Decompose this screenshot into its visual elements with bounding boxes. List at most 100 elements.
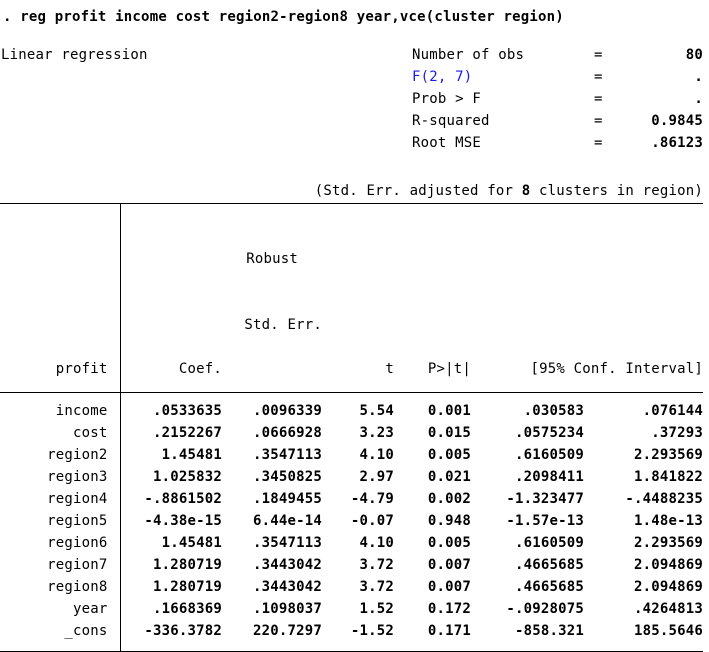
value-cell: .3450825 [252, 469, 322, 485]
ci-header: [95% Conf. Interval] [530, 361, 704, 377]
stats-block: Number of obs = 80 F(2, 7) =. Prob > F =. R-squ… [412, 44, 703, 154]
equals-sign: = [594, 91, 603, 107]
table-row: income .0533635 .0096339 5.54 0.001 .030583 .0… [0, 392, 704, 422]
variable-name: region2 [47, 447, 108, 463]
value-cell: .4264813 [633, 601, 704, 617]
value-cell: 2.293569 [633, 447, 704, 463]
stat-value: 0.9845 [651, 113, 703, 129]
stat-row: F(2, 7) =. [412, 66, 703, 88]
value-cell: -1.52 [350, 623, 394, 639]
command-line: . reg profit income cost region2-region8… [3, 9, 564, 25]
stat-value: . [694, 69, 703, 85]
value-cell: 0.005 [427, 447, 471, 463]
value-cell: 2.293569 [633, 535, 704, 551]
value-cell: 1.45481 [119, 444, 222, 466]
value-cell: -.8861502 [119, 488, 222, 510]
p-header: P>|t| [427, 361, 471, 377]
value-cell: 185.5646 [633, 623, 704, 639]
equals-sign: = [594, 47, 603, 63]
table-row: region8 1.280719 .3443042 3.72 0.007 .4665685… [0, 576, 703, 598]
variable-name: region4 [47, 491, 108, 507]
value-cell: 5.54 [359, 403, 394, 419]
stderr-label: Std. Err. [244, 317, 322, 333]
value-cell: 3.72 [359, 579, 394, 595]
value-cell: -1.57e-13 [506, 513, 584, 529]
coef-table-header: profit Coef. Robust Std. Err. t P>|t| [9… [0, 203, 704, 393]
value-cell: -.4488235 [625, 491, 704, 507]
coefficient-table: profit Coef. Robust Std. Err. t P>|t| [9… [0, 203, 704, 652]
value-cell: .030583 [523, 403, 584, 419]
table-row: region7 1.280719 .3443042 3.72 0.007 .4665685… [0, 554, 703, 576]
value-cell: .076144 [642, 403, 704, 419]
variable-name: region3 [47, 469, 108, 485]
value-cell: 0.948 [427, 513, 471, 529]
table-row: year .1668369 .1098037 1.52 0.172 -.0928075 .4… [0, 598, 703, 620]
stat-label: Root MSE [412, 135, 482, 151]
stat-row: Root MSE = .86123 [412, 132, 703, 154]
variable-name: cost [72, 425, 108, 441]
value-cell: 1.280719 [119, 554, 222, 576]
depvar-header: profit [55, 361, 108, 377]
stata-results-window: { "colors": { "text": "#000000", "backgr… [0, 9, 704, 652]
variable-name: income [55, 403, 108, 419]
value-cell: .4665685 [514, 557, 584, 573]
variable-name: region6 [47, 535, 108, 551]
coef-header: Coef. [119, 203, 222, 393]
robust-stderr-header: Robust Std. Err. [222, 204, 322, 393]
value-cell: 1.025832 [119, 466, 222, 488]
value-cell: .4665685 [514, 579, 584, 595]
table-row: _cons -336.3782 220.7297 -1.52 0.171 -858.321… [0, 620, 703, 652]
value-cell: -858.321 [514, 623, 584, 639]
equals-sign: = [594, 69, 603, 85]
stat-row: Prob > F =. [412, 88, 703, 110]
value-cell: -4.79 [350, 491, 394, 507]
value-cell: 0.171 [427, 623, 471, 639]
value-cell: 0.007 [427, 557, 471, 573]
table-row: region6 1.45481 .3547113 4.10 0.005 .6160509 2… [0, 532, 703, 554]
note-prefix: (Std. Err. adjusted for [314, 183, 522, 199]
value-cell: .3547113 [252, 535, 322, 551]
model-title: Linear regression [1, 47, 148, 63]
variable-name: region5 [47, 513, 108, 529]
variable-name: region8 [47, 579, 108, 595]
value-cell: -1.323477 [506, 491, 584, 507]
table-row: region3 1.025832 .3450825 2.97 0.021 .2098411… [0, 466, 703, 488]
table-row: region4 -.8861502 .1849455 -4.79 0.002 -1.323… [0, 488, 703, 510]
value-cell: .0533635 [119, 392, 222, 422]
value-cell: .6160509 [514, 535, 584, 551]
table-row: region2 1.45481 .3547113 4.10 0.005 .6160509 2… [0, 444, 703, 466]
value-cell: 1.841822 [633, 469, 704, 485]
value-cell: -336.3782 [119, 620, 222, 652]
value-cell: 2.094869 [633, 557, 704, 573]
value-cell: 1.52 [359, 601, 394, 617]
table-row: cost .2152267 .0666928 3.23 0.015 .0575234 .37… [0, 422, 703, 444]
equals-sign: = [594, 135, 603, 151]
value-cell: 3.23 [359, 425, 394, 441]
value-cell: 6.44e-14 [252, 513, 322, 529]
stat-row: R-squared = 0.9845 [412, 110, 703, 132]
value-cell: 3.72 [359, 557, 394, 573]
header-row: profit Coef. Robust Std. Err. t P>|t| [9… [0, 203, 704, 393]
value-cell: 4.10 [359, 447, 394, 463]
value-cell: 1.48e-13 [633, 513, 704, 529]
value-cell: .2152267 [119, 422, 222, 444]
value-cell: .1849455 [252, 491, 322, 507]
variable-name: region7 [47, 557, 108, 573]
value-cell: .37293 [651, 425, 704, 441]
value-cell: 1.45481 [119, 532, 222, 554]
robust-label: Robust [246, 251, 298, 267]
value-cell: -.0928075 [506, 601, 584, 617]
value-cell: .3443042 [252, 557, 322, 573]
coef-table-body: income .0533635 .0096339 5.54 0.001 .030583 .0… [0, 392, 704, 652]
table-row: region5 -4.38e-15 6.44e-14 -0.07 0.948 -1.57e… [0, 510, 703, 532]
variable-name: _cons [64, 623, 108, 639]
stat-value: . [694, 91, 703, 107]
value-cell: 1.280719 [119, 576, 222, 598]
stat-label[interactable]: F(2, 7) [412, 69, 473, 85]
stat-row: Number of obs = 80 [412, 44, 703, 66]
value-cell: .0575234 [514, 425, 584, 441]
value-cell: 220.7297 [252, 623, 322, 639]
value-cell: -0.07 [350, 513, 394, 529]
value-cell: 0.007 [427, 579, 471, 595]
value-cell: 0.002 [427, 491, 471, 507]
